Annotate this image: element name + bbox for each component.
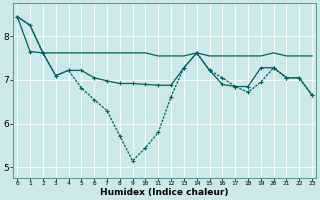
X-axis label: Humidex (Indice chaleur): Humidex (Indice chaleur) xyxy=(100,188,229,197)
